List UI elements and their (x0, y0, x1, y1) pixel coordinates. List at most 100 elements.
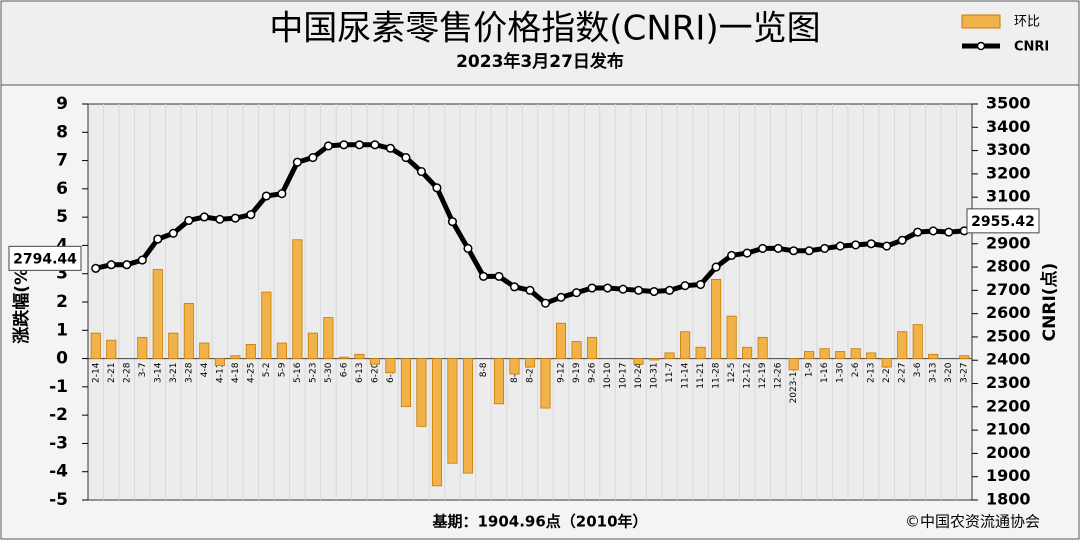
x-tick-label: 4-11 (215, 363, 225, 383)
bar (137, 336, 148, 359)
legend-marker (976, 41, 986, 51)
bar (106, 339, 117, 359)
bar (804, 351, 815, 359)
line-marker (184, 215, 194, 226)
y-tick-label: -1 (49, 377, 68, 397)
y-tick-label: -2 (49, 405, 68, 425)
x-tick-label: 10-31 (650, 363, 660, 389)
line-marker (463, 243, 473, 253)
line-marker (571, 288, 582, 298)
bar (928, 353, 939, 359)
y-tick-label: 7 (56, 151, 68, 171)
line-marker (820, 243, 830, 253)
x-tick-label: 5-2 (262, 363, 272, 378)
line-marker (246, 210, 256, 220)
header (0, 0, 1080, 86)
bar (835, 351, 846, 359)
x-tick-label: 3-28 (184, 362, 194, 383)
bar (338, 356, 349, 359)
x-tick-label: 8-29 (526, 362, 536, 383)
x-tick-label: 12-12 (743, 363, 753, 389)
bar (664, 352, 675, 359)
x-tick-label: 10-17 (619, 363, 629, 389)
y2-tick-label: 3300 (986, 140, 1031, 159)
line-marker (261, 191, 271, 201)
x-tick-label: 6-6 (339, 362, 349, 377)
y2-tick-label: 2300 (986, 373, 1031, 392)
chart-title: 中国尿素零售价格指数(CNRI)一览图 (269, 9, 820, 49)
line-marker (137, 255, 147, 265)
bar (742, 346, 753, 359)
bar (819, 348, 830, 359)
bar (586, 336, 598, 359)
x-tick-label: 8-8 (479, 362, 489, 377)
line-marker (913, 227, 923, 237)
bar (555, 322, 567, 359)
line-marker (199, 212, 209, 222)
line-marker (153, 234, 163, 244)
bar (726, 315, 737, 359)
x-tick-label: 5-23 (308, 363, 318, 383)
bar (323, 317, 334, 359)
value-label: 2794.44 (13, 251, 77, 267)
line-marker (509, 282, 520, 292)
bar (90, 332, 101, 359)
line-marker (540, 298, 551, 308)
bar (493, 358, 505, 405)
line-marker (711, 262, 721, 272)
line-marker (447, 217, 458, 227)
line-marker (758, 243, 768, 253)
bar (183, 303, 194, 359)
y2-tick-label: 2200 (986, 396, 1031, 415)
x-tick-label: 3-14 (153, 362, 163, 383)
bar (245, 344, 256, 359)
x-tick-label: 2-21 (107, 363, 117, 383)
plot-area (87, 103, 973, 501)
x-tick-label: 12-19 (758, 362, 768, 388)
x-tick-label: 2-27 (898, 363, 908, 383)
y2-axis-title: CNRI(点) (1039, 263, 1060, 342)
line-marker (308, 153, 318, 163)
line-marker (215, 214, 225, 224)
bar (788, 358, 799, 371)
value-label-box (966, 208, 1040, 234)
x-tick-label: 11-21 (696, 363, 706, 389)
line-marker (789, 246, 799, 256)
x-tick-label: 10-24 (634, 362, 644, 388)
line-marker (897, 235, 907, 245)
bar (850, 348, 861, 359)
bar (292, 239, 303, 359)
legend-label: 环比 (1014, 15, 1040, 30)
x-tick-label: 3-13 (929, 363, 939, 383)
bar (447, 358, 458, 464)
x-tick-label: 2-28 (122, 362, 132, 383)
x-tick-label: 9-26 (588, 362, 598, 383)
x-tick-label: 4-25 (246, 363, 256, 383)
bar (261, 291, 272, 359)
x-tick-label: 2-6 (851, 362, 861, 377)
x-tick-label: 9-12 (557, 363, 567, 383)
x-tick-label: 1-9 (805, 362, 815, 377)
line-marker (665, 285, 675, 295)
y-tick-label: 9 (56, 94, 68, 114)
line-marker (385, 143, 395, 153)
line-marker (727, 250, 737, 260)
x-tick-label: 1-16 (820, 362, 830, 383)
x-tick-label: 2-13 (867, 363, 877, 383)
line-marker (339, 140, 349, 150)
line-marker (416, 167, 426, 177)
y2-tick-label: 3200 (986, 163, 1031, 182)
line-marker (277, 189, 287, 199)
line-marker (122, 260, 132, 270)
line-marker (928, 226, 938, 236)
bar (462, 358, 474, 474)
x-tick-label: 5-9 (277, 362, 287, 377)
y2-tick-label: 2600 (986, 303, 1031, 322)
line-marker (354, 140, 364, 150)
x-tick-label: 12-5 (727, 363, 737, 383)
y2-tick-label: 2000 (986, 443, 1031, 462)
bar (152, 269, 163, 359)
bar (695, 346, 706, 359)
line-marker (944, 227, 954, 237)
line-marker (851, 240, 861, 250)
